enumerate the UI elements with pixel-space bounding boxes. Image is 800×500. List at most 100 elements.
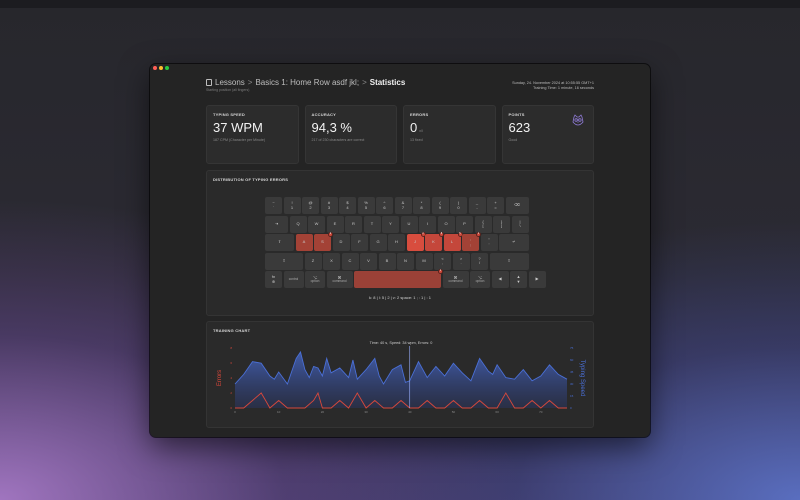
key-bottom-label: 5 [364, 204, 368, 210]
key-: ⇧ [489, 252, 529, 270]
card-value: 0 x/l [410, 120, 423, 135]
key-bottom-label: U [407, 220, 411, 226]
key-top-label: _ [475, 200, 479, 206]
key-top-label: | [519, 218, 521, 224]
breadcrumb-lesson[interactable]: Basics 1: Home Row asdf jkl; [255, 78, 360, 87]
key-bottom-label: S [321, 239, 324, 245]
key-top-label: @ [308, 200, 313, 206]
x-tick: 10 [277, 410, 281, 414]
key-bottom-label: ⇪ [277, 239, 282, 245]
card-title: POINTS [508, 112, 525, 117]
key-v: V [360, 252, 377, 270]
key-7: & 7 [394, 197, 412, 214]
key-a: A [295, 234, 313, 251]
y-axis-right-label: Typing Speed [579, 360, 585, 397]
zoom-window-button[interactable] [165, 66, 169, 70]
key-: ▶ [528, 271, 546, 288]
key-: >. [452, 252, 470, 270]
key-x: X [323, 252, 340, 270]
key-: ~ ` [265, 197, 282, 214]
card-value: 37 WPM [213, 120, 263, 135]
key-space: 1 [354, 269, 443, 288]
breadcrumb-current: Statistics [369, 78, 406, 87]
card-title: ACCURACY [311, 112, 336, 117]
y-left-tick: 6 [230, 361, 232, 365]
training-chart-panel: TRAINING CHART Time: 40 s, Speed: 34 wpm… [206, 321, 594, 428]
key-bottom-label: X [330, 257, 333, 263]
key-bottom-label: D [339, 239, 343, 245]
key-: ⌫ [505, 197, 529, 214]
key-top-label: ? [478, 255, 481, 261]
key-: }] [493, 215, 510, 233]
key-q: Q [289, 215, 307, 233]
key-control: control [283, 271, 304, 288]
keyboard-row: ⇧ Z X C V B N M <, >.? / ⇧ [265, 252, 539, 270]
key-2: @2 [302, 197, 319, 214]
key-bottom-label: Q [296, 220, 300, 226]
y-left-tick: 4 [230, 376, 232, 380]
key-top-label: < [441, 255, 444, 261]
key-: fn ⊕ [265, 271, 282, 288]
card-subtitle: 13 fixed [410, 138, 423, 142]
key-top-label: ⌘ [453, 274, 458, 280]
key-n: N [397, 252, 414, 270]
close-window-button[interactable] [153, 66, 157, 70]
key-5: % 5 [357, 197, 375, 214]
y-right-tick: 45 [570, 370, 574, 374]
key-: ⇪ [265, 234, 294, 251]
card-subtitle: Good [508, 138, 518, 142]
key-: ? / [471, 252, 488, 270]
key-top-label: # [327, 200, 331, 206]
chevron-right-icon: > [247, 78, 253, 87]
key-: _ - [468, 197, 486, 214]
key-top-label: { [482, 218, 484, 224]
key-u: U [400, 215, 418, 233]
key-bottom-label: E [333, 220, 337, 226]
training-time: Training Time: 1 minute, 16 seconds [532, 86, 594, 91]
key-d: D [332, 234, 350, 251]
y-left-tick: 0 [230, 406, 232, 410]
key-top-label: ▲ [516, 274, 521, 280]
key-bottom-label: R [352, 220, 355, 226]
error-summary: k: 8 | l: 5 | 2 | v: 2 space: 1 ; : 1 | … [369, 295, 431, 300]
y-right-tick: 0 [570, 406, 572, 410]
key-top-label: $ [346, 200, 349, 206]
key-bottom-label: N [404, 257, 407, 263]
key-bottom-label: 9 [438, 204, 442, 210]
key-4: $4 [339, 197, 356, 214]
y-right-tick: 60 [570, 358, 574, 362]
key-w: W [308, 215, 325, 233]
key-bottom-label: V [367, 257, 370, 263]
key-bottom-label: ▼ [516, 278, 521, 284]
key-: ◀ [491, 271, 509, 288]
training-chart[interactable]: Time: 40 s, Speed: 34 wpm, Errors: 0 Erro… [207, 322, 595, 429]
key-bottom-label: J [414, 239, 416, 245]
key-bottom-label: W [314, 220, 319, 226]
key-top-label: fn [271, 274, 276, 280]
key-top-label: ⌘ [337, 274, 342, 280]
key-top-label: % [364, 200, 368, 206]
key-e: E [326, 215, 344, 233]
error-distribution-panel: DISTRIBUTION OF TYPING ERRORS ~ `! 1 @2 #3 $4… [206, 170, 594, 316]
key-bottom-label: H [395, 239, 398, 245]
key-bottom-label: Z [311, 257, 315, 263]
key-top-label: ^ [383, 200, 386, 206]
key-: ▲ ▼ [510, 271, 527, 288]
chevron-right-icon: > [362, 78, 367, 87]
key-bottom-label: G [376, 239, 380, 245]
key-bottom-label: ] [500, 223, 503, 228]
accuracy-card: ACCURACY 94,3 % 217 of 230 characters ar… [304, 105, 397, 164]
x-tick: 20 [321, 410, 325, 414]
y-left-tick: 2 [230, 391, 232, 395]
minimize-window-button[interactable] [159, 66, 163, 70]
y-left-tick: 8 [230, 346, 232, 350]
key-top-label: } [500, 218, 503, 224]
key-bottom-label: ⇧ [282, 257, 286, 263]
breadcrumb-lessons[interactable]: Lessons [215, 78, 245, 87]
keyboard-row: fn ⊕ control ⌥ option ⌘ command 1 ⌘ command ⌥ optio… [265, 269, 546, 288]
y-right-tick: 75 [570, 346, 574, 350]
card-subtitle: 187 CPM (Character per Minute) [213, 138, 266, 142]
page-header: Lessons > Basics 1: Home Row asdf jkl; >… [206, 78, 594, 96]
key-command: ⌘ command [442, 271, 469, 288]
